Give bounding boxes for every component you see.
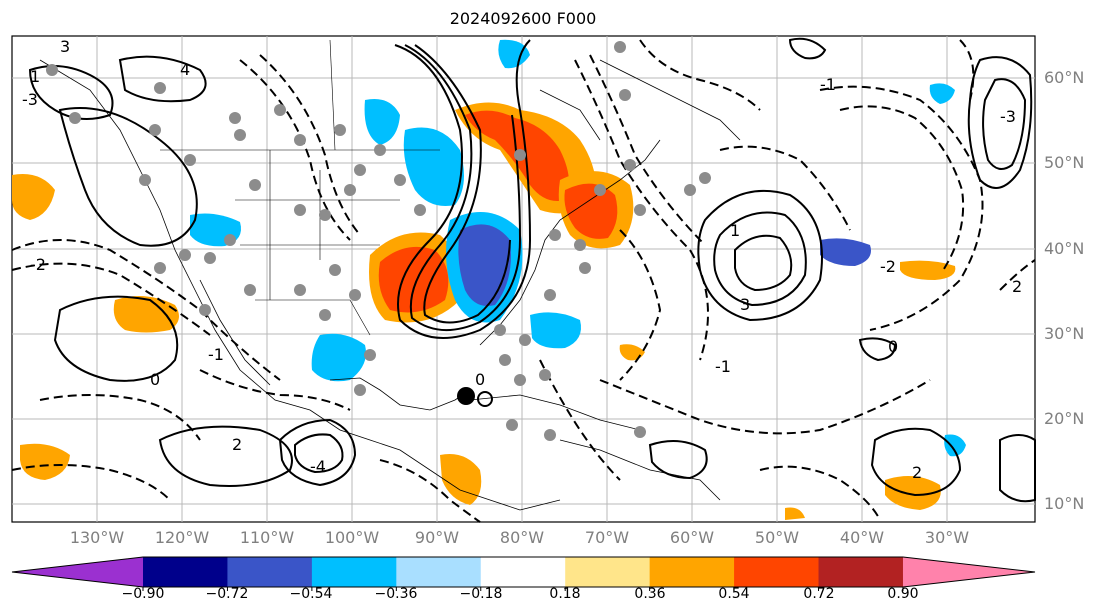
contour-label: 2 bbox=[1012, 277, 1022, 296]
colorbar-segment bbox=[565, 557, 651, 587]
contour-label: -4 bbox=[310, 457, 326, 476]
contour-label: -1 bbox=[820, 75, 836, 94]
contour-label: -1 bbox=[715, 357, 731, 376]
contour-label: 3 bbox=[60, 37, 70, 56]
lon-label: 100°W bbox=[324, 528, 380, 547]
lat-label: 60°N bbox=[1044, 68, 1085, 87]
lon-label: 40°W bbox=[839, 528, 885, 547]
contour-labels: 3 4 1 -2 -1 0 2 3 1 -1 -2 0 -3 2 -4 -3 2… bbox=[22, 37, 1022, 482]
colorbar-segment bbox=[227, 557, 313, 587]
contour-label: 0 bbox=[475, 370, 485, 389]
colorbar-tick-label: 0.18 bbox=[549, 586, 581, 602]
lon-label: 60°W bbox=[669, 528, 715, 547]
colorbar-tick-label: 0.72 bbox=[803, 586, 835, 602]
colorbar-segment bbox=[143, 557, 228, 587]
lat-label: 30°N bbox=[1044, 324, 1085, 343]
contour-label: 3 bbox=[740, 295, 750, 314]
contour-label: 0 bbox=[150, 370, 160, 389]
lon-label: 30°W bbox=[924, 528, 970, 547]
lon-label: 70°W bbox=[584, 528, 630, 547]
contour-label: -2 bbox=[30, 255, 46, 274]
lat-label: 50°N bbox=[1044, 153, 1085, 172]
reference-dots bbox=[46, 41, 711, 441]
lon-label: 90°W bbox=[414, 528, 460, 547]
lat-label: 20°N bbox=[1044, 409, 1085, 428]
storm-ring-marker bbox=[477, 391, 493, 407]
contour-label: 2 bbox=[232, 435, 242, 454]
colorbar-tick-label: −0.54 bbox=[289, 586, 333, 602]
contour-label: -3 bbox=[1000, 107, 1016, 126]
lat-label: 10°N bbox=[1044, 494, 1085, 513]
colorbar-tick-label: 0.36 bbox=[634, 586, 666, 602]
contours-negative bbox=[11, 39, 1036, 523]
colorbar-segment bbox=[480, 557, 566, 587]
colorbar bbox=[11, 556, 1036, 591]
contour-label: 2 bbox=[912, 463, 922, 482]
lon-label: 80°W bbox=[499, 528, 545, 547]
lon-label: 110°W bbox=[239, 528, 295, 547]
storm-center-marker bbox=[457, 387, 475, 405]
colorbar-segment bbox=[818, 557, 904, 587]
colorbar-segment bbox=[396, 557, 482, 587]
colorbar-tick-label: 0.90 bbox=[887, 586, 919, 602]
contour-label: 1 bbox=[730, 221, 740, 240]
political-borders bbox=[160, 39, 440, 336]
colorbar-segment bbox=[311, 557, 397, 587]
colorbar-segment bbox=[734, 557, 820, 587]
colorbar-extend-max bbox=[902, 557, 1035, 587]
colorbar-tick-label: 0.54 bbox=[718, 586, 750, 602]
contours-positive bbox=[28, 37, 1036, 503]
colorbar-extend-min bbox=[12, 557, 143, 587]
lon-label: 50°W bbox=[754, 528, 800, 547]
contour-label: -3 bbox=[22, 90, 38, 109]
contour-label: -2 bbox=[880, 257, 896, 276]
colorbar-tick-label: −0.18 bbox=[459, 586, 503, 602]
chart-title: 2024092600 F000 bbox=[449, 9, 597, 28]
contour-label: 4 bbox=[180, 60, 190, 79]
contour-label: -1 bbox=[208, 345, 224, 364]
contour-label: 0 bbox=[888, 337, 898, 356]
shaded-anomaly-fields bbox=[12, 39, 966, 520]
colorbar-tick-label: −0.36 bbox=[374, 586, 418, 602]
colorbar-tick-label: −0.90 bbox=[121, 586, 165, 602]
lon-label: 120°W bbox=[154, 528, 210, 547]
contour-label: 1 bbox=[30, 67, 40, 86]
lat-label: 40°N bbox=[1044, 239, 1085, 258]
colorbar-segment bbox=[649, 557, 735, 587]
colorbar-tick-label: −0.72 bbox=[205, 586, 249, 602]
lon-label: 130°W bbox=[69, 528, 125, 547]
coastlines bbox=[39, 59, 741, 511]
